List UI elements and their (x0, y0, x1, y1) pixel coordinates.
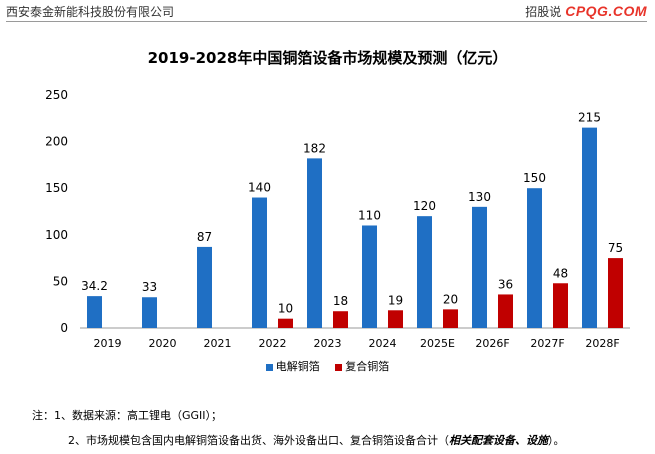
legend-label-series-2: 复合铜箔 (345, 360, 390, 373)
x-tick-label: 2021 (204, 337, 232, 350)
data-label-series-1: 215 (578, 111, 601, 125)
bar-series-1 (362, 225, 377, 328)
data-label-series-1: 140 (248, 181, 271, 195)
x-tick-label: 2020 (149, 337, 177, 350)
bar-series-2 (498, 294, 513, 328)
data-label-series-1: 33 (142, 280, 157, 294)
bar-series-1 (417, 216, 432, 328)
note-line-2: 2、市场规模包含国内电解铜箔设备出货、海外设备出口、复合铜箔设备合计（相关配套设… (68, 432, 565, 448)
legend-item-series-2: 复合铜箔 (335, 358, 389, 374)
x-tick-label: 2022 (259, 337, 287, 350)
y-tick-label: 100 (45, 228, 68, 242)
data-label-series-1: 120 (413, 199, 436, 213)
header-right: 招股说 CPQG.COM (525, 3, 647, 20)
data-label-series-1: 130 (468, 190, 491, 204)
legend-swatch-series-2 (335, 363, 343, 371)
x-tick-label: 2026F (475, 337, 509, 350)
data-label-series-2: 10 (278, 302, 293, 316)
y-tick-label: 50 (53, 274, 68, 288)
data-label-series-1: 87 (197, 230, 212, 244)
data-label-series-1: 110 (358, 208, 381, 222)
data-label-series-2: 48 (553, 266, 568, 280)
note-line-1: 注：1、数据来源：高工锂电（GGII）； (32, 409, 223, 422)
data-label-series-2: 19 (388, 293, 403, 307)
x-tick-label: 2023 (314, 337, 342, 350)
bar-series-2 (608, 258, 623, 328)
y-tick-label: 250 (45, 88, 68, 102)
bar-series-2 (278, 318, 293, 328)
bar-chart: 050100150200250201934.220203320218720221… (45, 88, 630, 350)
bar-series-1 (87, 296, 102, 328)
y-tick-label: 150 (45, 181, 68, 195)
bar-series-2 (388, 310, 403, 328)
data-label-series-2: 18 (333, 294, 348, 308)
data-label-series-2: 75 (608, 241, 623, 255)
bar-series-2 (443, 309, 458, 328)
x-tick-label: 2025E (420, 337, 455, 350)
data-label-series-1: 34.2 (81, 279, 108, 293)
bar-series-1 (527, 188, 542, 328)
bar-series-1 (197, 246, 212, 328)
header-divider (6, 21, 647, 22)
note-line-2-bold: 相关配套设备、设施 (449, 434, 548, 447)
legend-item-series-1: 电解铜箔 (265, 358, 320, 374)
legend-label-series-1: 电解铜箔 (275, 360, 320, 373)
y-tick-label: 0 (60, 321, 68, 335)
data-label-series-2: 20 (443, 292, 458, 306)
bar-series-1 (472, 206, 487, 328)
bar-series-2 (553, 283, 568, 328)
note-line-2-suffix: ）。 (548, 434, 565, 447)
bar-series-1 (582, 127, 597, 329)
data-label-series-1: 150 (523, 171, 546, 185)
y-tick-label: 200 (45, 135, 68, 149)
x-tick-label: 2027F (530, 337, 564, 350)
bar-series-1 (142, 297, 157, 328)
chart-legend: 电解铜箔 复合铜箔 (0, 358, 655, 374)
data-label-series-2: 36 (498, 277, 513, 291)
x-tick-label: 2028F (585, 337, 619, 350)
bar-series-1 (252, 197, 267, 328)
bar-series-1 (307, 158, 322, 328)
chart-title: 2019-2028年中国铜箔设备市场规模及预测（亿元） (147, 49, 508, 67)
x-tick-label: 2024 (369, 337, 397, 350)
header-doc-type: 招股说 (525, 5, 562, 19)
x-tick-label: 2019 (94, 337, 122, 350)
watermark-logo: CPQG.COM (565, 3, 647, 19)
bar-series-2 (333, 311, 348, 328)
header-company: 西安泰金新能科技股份有限公司 (6, 5, 175, 19)
note-line-2-prefix: 2、市场规模包含国内电解铜箔设备出货、海外设备出口、复合铜箔设备合计（ (68, 434, 449, 447)
data-label-series-1: 182 (303, 141, 326, 155)
legend-swatch-series-1 (265, 363, 273, 371)
